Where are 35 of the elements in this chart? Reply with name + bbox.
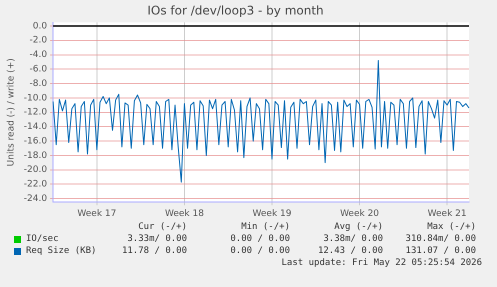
y-tick-label: 0.0 [32,21,48,32]
x-tick-label: Week 19 [252,208,292,219]
text: 11.78 / 0.00 [122,246,187,256]
legend-label: Req Size (KB) [26,246,96,256]
x-tick-label: Week 20 [340,208,380,219]
text: Max (-/+) [427,222,476,232]
x-tick-label: Week 17 [77,208,116,219]
text: 12.43 / 0.00 [318,246,383,256]
y-tick-label: -12.0 [24,108,48,118]
y-tick-label: -8.0 [30,78,48,89]
y-tick-label: -6.0 [30,64,48,74]
y-tick-label: -4.0 [30,50,48,60]
x-tick-label: Week 21 [428,208,467,219]
y-axis-title: Units read (-) / write (+) [6,58,17,166]
y-tick-label: -22.0 [24,180,48,190]
chart-title: IOs for /dev/loop3 - by month [147,3,324,18]
text: Min (-/+) [241,222,290,232]
legend-label: IO/sec [26,234,59,244]
text: Last update: Fri May 22 05:25:54 2026 [282,258,482,268]
text: Cur (-/+) [138,222,187,232]
y-tick-label: -10.0 [24,93,48,104]
text: 3.38m/ 0.00 [323,234,383,244]
y-tick-label: -14.0 [24,122,48,132]
x-tick-label: Week 18 [164,208,204,219]
y-tick-label: -20.0 [24,165,48,176]
y-tick-label: -24.0 [24,194,48,204]
text: 0.00 / 0.00 [230,246,290,256]
y-tick-label: -2.0 [30,36,48,46]
text: Avg (-/+) [334,222,383,232]
text: 0.00 / 0.00 [230,234,290,244]
y-tick-label: -18.0 [24,150,48,161]
y-tick-label: -16.0 [24,136,48,146]
text: 310.84m/ 0.00 [406,234,476,244]
text: 3.33m/ 0.00 [127,234,187,244]
text: 131.07 / 0.00 [406,246,476,256]
